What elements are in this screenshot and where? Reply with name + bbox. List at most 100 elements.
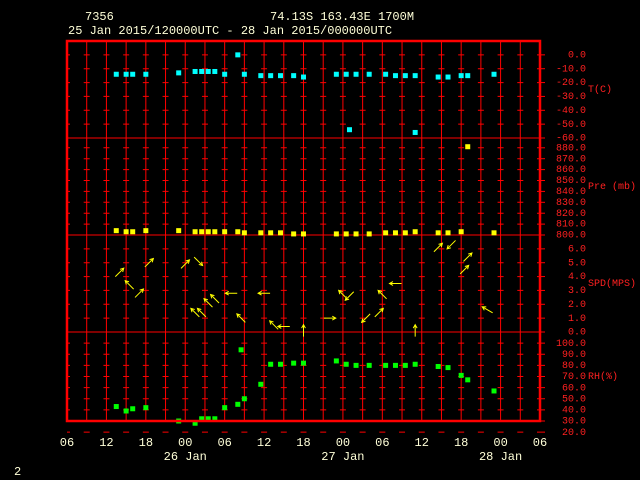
data-point xyxy=(130,71,136,77)
wind-arrow xyxy=(377,289,387,300)
y-tick-label: -60.0 xyxy=(556,134,586,145)
x-date-label: 28 Jan xyxy=(479,450,522,464)
wind-arrow xyxy=(203,297,213,308)
data-point xyxy=(402,73,408,79)
data-point xyxy=(143,228,149,234)
y-tick-label: 40.0 xyxy=(562,406,586,417)
data-point xyxy=(491,71,497,77)
wind-arrow xyxy=(236,313,246,323)
x-tick-label: 12 xyxy=(257,436,271,450)
data-point xyxy=(412,361,418,367)
y-tick-label: 830.0 xyxy=(556,198,586,209)
x-tick-label: 18 xyxy=(139,436,153,450)
y-tick-label: 840.0 xyxy=(556,187,586,198)
x-tick-label: 18 xyxy=(454,436,468,450)
data-point xyxy=(343,231,349,237)
x-date-label: 26 Jan xyxy=(164,450,207,464)
data-point xyxy=(445,74,451,80)
x-tick-label: 18 xyxy=(296,436,310,450)
data-point xyxy=(343,361,349,367)
wind-arrow xyxy=(412,323,418,337)
data-point xyxy=(402,362,408,368)
y-tick-label: 880.0 xyxy=(556,143,586,154)
marks xyxy=(113,52,497,426)
x-tick-label: 00 xyxy=(178,436,192,450)
data-point xyxy=(333,358,339,364)
y-tick-label: 0.0 xyxy=(568,328,586,339)
data-point xyxy=(392,230,398,236)
data-point xyxy=(222,229,228,235)
data-point xyxy=(445,230,451,236)
y-tick-label: 810.0 xyxy=(556,220,586,231)
data-point xyxy=(199,416,205,422)
data-point xyxy=(383,362,389,368)
data-point xyxy=(392,73,398,79)
data-point xyxy=(143,405,149,411)
data-point xyxy=(176,228,182,234)
data-point xyxy=(241,396,247,402)
data-point xyxy=(258,381,264,387)
data-point xyxy=(412,229,418,235)
data-point xyxy=(458,372,464,378)
x-tick-label: 06 xyxy=(217,436,231,450)
data-point xyxy=(392,362,398,368)
wind-arrow xyxy=(481,306,493,314)
y-tick-label: -30.0 xyxy=(556,92,586,103)
x-tick-label: 12 xyxy=(415,436,429,450)
data-point xyxy=(383,71,389,77)
data-point xyxy=(205,229,211,235)
data-point xyxy=(412,73,418,79)
data-point xyxy=(353,71,359,77)
frame xyxy=(65,39,542,423)
wind-arrow xyxy=(323,315,337,321)
data-point xyxy=(113,404,119,410)
data-point xyxy=(402,230,408,236)
y-tick-label: 90.0 xyxy=(562,350,586,361)
data-point xyxy=(205,416,211,422)
data-point xyxy=(258,73,264,79)
data-point xyxy=(241,230,247,236)
x-tick-label: 12 xyxy=(99,436,113,450)
wind-arrow xyxy=(374,307,385,318)
y-tick-label: 100.0 xyxy=(556,339,586,350)
wind-arrow xyxy=(301,323,306,337)
data-point xyxy=(113,71,119,77)
data-point xyxy=(192,68,198,74)
y-tick-label: 850.0 xyxy=(556,176,586,187)
wind-arrow xyxy=(124,279,135,290)
data-point xyxy=(366,71,372,77)
wind-arrow xyxy=(190,307,200,318)
wind-arrow xyxy=(459,264,470,275)
data-point xyxy=(235,52,241,58)
wind-arrow xyxy=(388,281,402,286)
y-tick-label: 6.0 xyxy=(568,244,586,255)
data-point xyxy=(212,416,218,422)
x-tick-label: 06 xyxy=(60,436,74,450)
y-tick-label: 860.0 xyxy=(556,165,586,176)
data-point xyxy=(383,230,389,236)
data-point xyxy=(301,360,306,366)
data-point xyxy=(435,230,441,236)
data-point xyxy=(235,229,241,235)
page-number: 2 xyxy=(14,465,21,479)
data-point xyxy=(445,365,451,371)
data-point xyxy=(301,231,306,237)
x-tick-label: 06 xyxy=(375,436,389,450)
wind-arrow xyxy=(257,290,271,296)
wind-arrow xyxy=(114,267,125,278)
wind-arrow xyxy=(196,307,207,318)
y-axis-label: Pre (mb) xyxy=(588,181,636,193)
y-axis-label: T(C) xyxy=(588,84,612,96)
y-tick-label: 30.0 xyxy=(562,417,586,428)
data-point xyxy=(458,73,464,79)
data-point xyxy=(291,231,297,237)
y-tick-label: 5.0 xyxy=(568,258,586,269)
wind-arrow xyxy=(344,291,355,301)
y-tick-label: 0.0 xyxy=(568,50,586,61)
y-axis-label: RH(%) xyxy=(588,371,618,383)
data-point xyxy=(199,68,205,74)
data-point xyxy=(291,360,297,366)
data-point xyxy=(291,73,297,79)
